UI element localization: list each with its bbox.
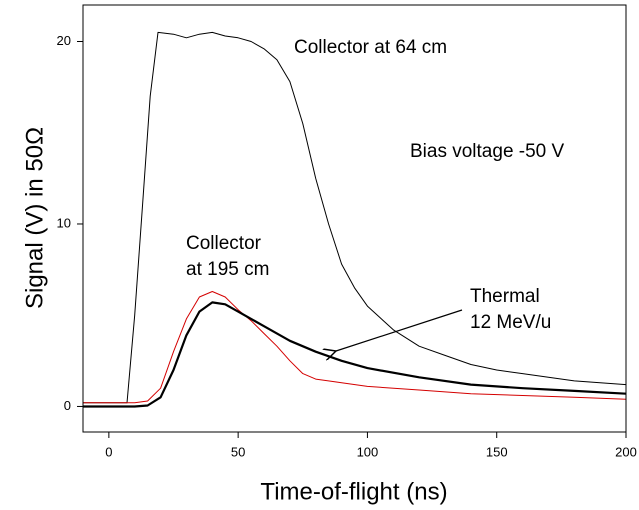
x-tick-label: 200 [615,444,637,459]
data-line [83,31,627,404]
data-line [83,301,627,408]
data-line [83,291,627,404]
annotation: 12 MeV/u [470,312,551,333]
y-tick-label: 0 [64,398,71,413]
y-axis-label: Signal (V) in 50Ω [21,127,48,309]
annotation: Bias voltage -50 V [410,141,565,162]
y-tick-label: 20 [57,33,71,48]
x-tick-label: 50 [231,444,245,459]
annotation-arrow [336,309,463,351]
x-tick-label: 150 [486,444,508,459]
annotation: Collector [186,233,262,254]
x-tick-label: 100 [357,444,379,459]
annotation: at 195 cm [186,259,269,280]
annotation: Collector at 64 cm [294,37,447,58]
x-tick-label: 0 [105,444,112,459]
x-axis-label: Time-of-flight (ns) [260,478,447,505]
y-tick-label: 10 [57,215,71,230]
annotation: Thermal [470,286,540,307]
plot-frame [82,4,627,433]
